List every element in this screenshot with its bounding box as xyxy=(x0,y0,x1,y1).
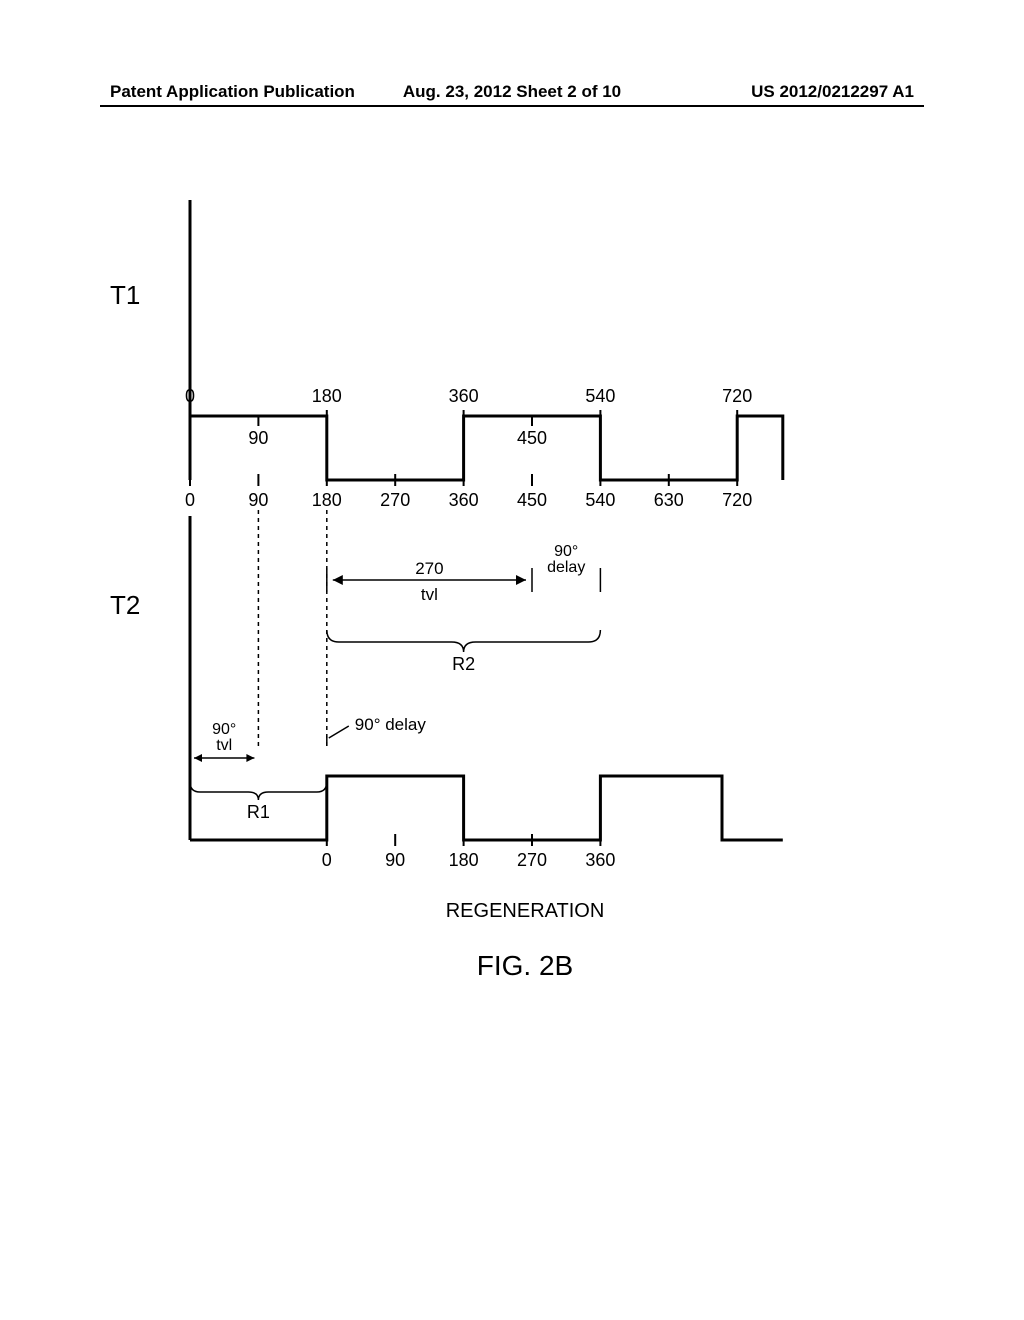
svg-text:270: 270 xyxy=(380,490,410,510)
svg-text:360: 360 xyxy=(585,850,615,870)
svg-text:540: 540 xyxy=(585,490,615,510)
svg-text:720: 720 xyxy=(722,386,752,406)
header-right: US 2012/0212297 A1 xyxy=(751,82,914,102)
svg-text:R1: R1 xyxy=(247,802,270,822)
waveform-svg: 0 180 360 540 720 90 450 0 90 180 270 360 450 540 630 7… xyxy=(150,200,900,920)
svg-text:180: 180 xyxy=(449,850,479,870)
header-center: Aug. 23, 2012 Sheet 2 of 10 xyxy=(403,82,621,102)
svg-text:720: 720 xyxy=(722,490,752,510)
regeneration-label: REGENERATION xyxy=(446,900,605,923)
svg-text:450: 450 xyxy=(517,490,547,510)
svg-text:90°: 90° xyxy=(554,543,578,560)
t1-label: T1 xyxy=(110,280,140,311)
header-left: Patent Application Publication xyxy=(110,82,355,102)
svg-text:tvl: tvl xyxy=(421,585,438,604)
svg-text:tvl: tvl xyxy=(216,737,232,754)
svg-text:540: 540 xyxy=(585,386,615,406)
svg-text:180: 180 xyxy=(312,386,342,406)
svg-text:0: 0 xyxy=(322,850,332,870)
svg-text:450: 450 xyxy=(517,428,547,448)
svg-text:270: 270 xyxy=(517,850,547,870)
svg-text:90: 90 xyxy=(385,850,405,870)
svg-text:360: 360 xyxy=(449,490,479,510)
figure-label: FIG. 2B xyxy=(477,950,573,982)
svg-text:630: 630 xyxy=(654,490,684,510)
svg-text:90: 90 xyxy=(248,428,268,448)
svg-text:270: 270 xyxy=(415,559,443,578)
svg-text:90°: 90° xyxy=(212,721,236,738)
svg-text:R2: R2 xyxy=(452,654,475,674)
svg-text:360: 360 xyxy=(449,386,479,406)
svg-text:90: 90 xyxy=(248,490,268,510)
timing-diagram: T1 T2 0180360540720904500901802703604505… xyxy=(150,200,900,980)
t2-label: T2 xyxy=(110,590,140,621)
svg-text:180: 180 xyxy=(312,490,342,510)
svg-text:0: 0 xyxy=(185,386,195,406)
svg-text:delay: delay xyxy=(547,559,585,576)
header-divider xyxy=(100,105,924,107)
svg-text:0: 0 xyxy=(185,490,195,510)
svg-text:90° delay: 90° delay xyxy=(355,715,427,734)
